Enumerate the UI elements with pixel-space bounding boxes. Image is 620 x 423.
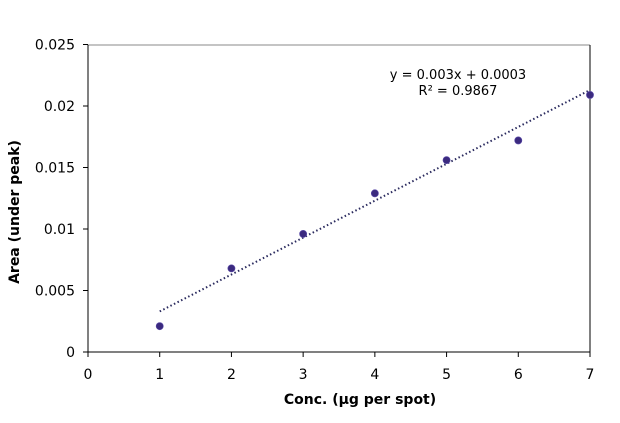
y-tick-label: 0	[66, 345, 75, 361]
x-tick-label: 4	[370, 367, 379, 383]
data-point	[370, 189, 379, 198]
y-tick-label: 0.02	[44, 99, 75, 115]
plot-frame	[87, 44, 591, 353]
data-point	[514, 136, 523, 145]
data-point	[442, 156, 451, 165]
x-tick-label: 0	[84, 367, 93, 383]
data-point	[299, 230, 308, 238]
x-tick-label: 5	[442, 367, 451, 383]
data-point	[227, 264, 236, 273]
y-tick-label: 0.015	[35, 161, 75, 177]
y-tick-label: 0.005	[35, 284, 75, 300]
y-axis-title: Area (under peak)	[7, 140, 23, 284]
x-tick-label: 6	[514, 367, 523, 383]
r-squared-label: R² = 0.9867	[419, 84, 498, 99]
y-axis-ticks: 0 0.005 0.01 0.015 0.02 0.025	[35, 38, 88, 361]
x-axis-title: Conc. (µg per spot)	[284, 392, 436, 408]
x-tick-label: 1	[155, 367, 164, 383]
x-tick-label: 7	[586, 367, 595, 383]
data-points	[155, 91, 594, 331]
y-tick-label: 0.025	[35, 38, 75, 54]
x-tick-label: 2	[227, 367, 236, 383]
trendline	[159, 89, 591, 313]
regression-equation: y = 0.003x + 0.0003	[390, 68, 526, 83]
data-point	[586, 91, 594, 99]
y-tick-label: 0.01	[44, 222, 75, 238]
x-tick-label: 3	[299, 367, 308, 383]
x-axis-ticks: 0 1 2 3 4 5 6 7	[84, 352, 595, 383]
data-point	[155, 322, 164, 331]
linear-trendline	[159, 89, 591, 313]
